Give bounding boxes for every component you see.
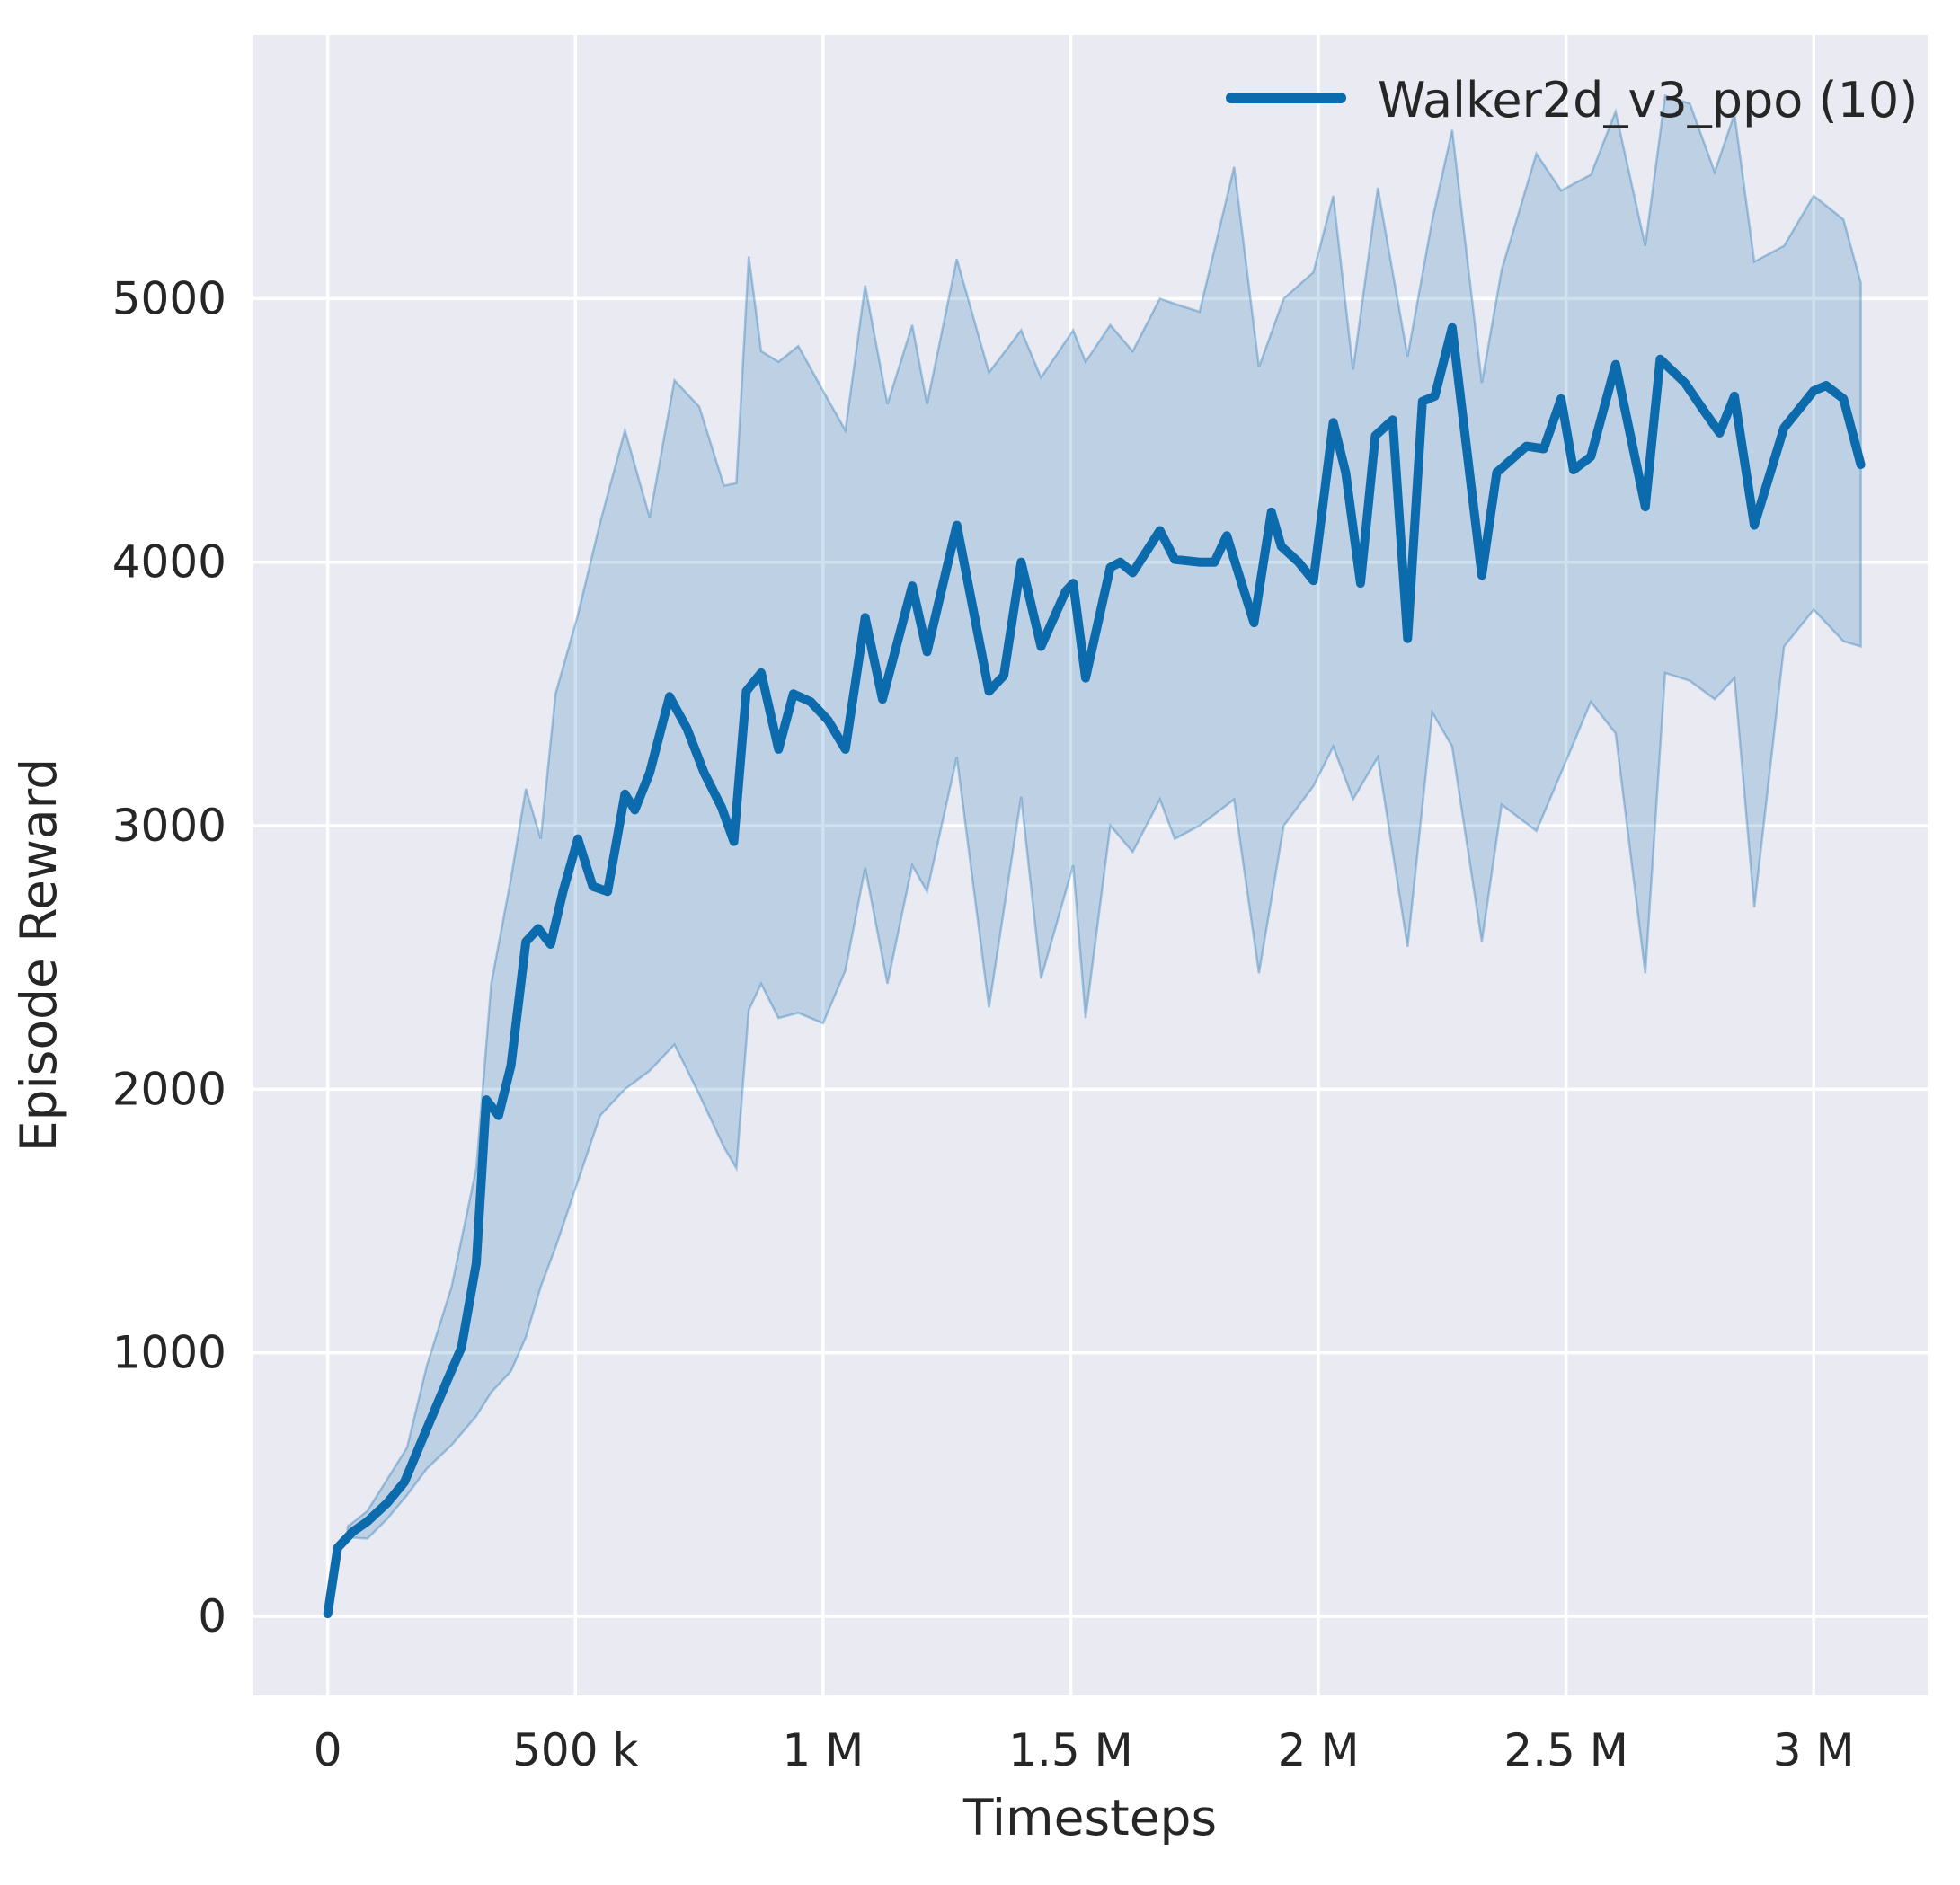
series-line-walker2d xyxy=(323,323,1866,1619)
y-axis-label: Episode Reward xyxy=(10,758,67,1152)
x-tick-label: 500 k xyxy=(512,1724,638,1776)
y-tick-label: 3000 xyxy=(112,800,226,852)
x-tick-label: 2.5 M xyxy=(1503,1724,1628,1776)
y-tick-label: 1000 xyxy=(112,1327,226,1379)
x-tick-labels: 0 500 k 1 M 1.5 M 2 M 2.5 M 3 M xyxy=(314,1724,1855,1776)
x-tick-label: 0 xyxy=(314,1724,342,1776)
legend-label: Walker2d_v3_ppo (10) xyxy=(1378,72,1918,128)
y-tick-label: 5000 xyxy=(112,272,226,324)
y-tick-label: 4000 xyxy=(112,536,226,589)
y-tick-labels: 0 1000 2000 3000 4000 5000 xyxy=(112,272,226,1642)
x-tick-label: 1 M xyxy=(782,1724,864,1776)
x-tick-label: 1.5 M xyxy=(1008,1724,1133,1776)
x-tick-label: 3 M xyxy=(1773,1724,1855,1776)
legend: Walker2d_v3_ppo (10) xyxy=(1226,72,1918,128)
x-axis-label: Timesteps xyxy=(962,1789,1217,1846)
gridlines xyxy=(253,35,1928,1695)
y-tick-label: 2000 xyxy=(112,1063,226,1115)
x-tick-label: 2 M xyxy=(1278,1724,1360,1776)
plot-area xyxy=(253,35,1928,1695)
y-tick-label: 0 xyxy=(198,1590,226,1642)
